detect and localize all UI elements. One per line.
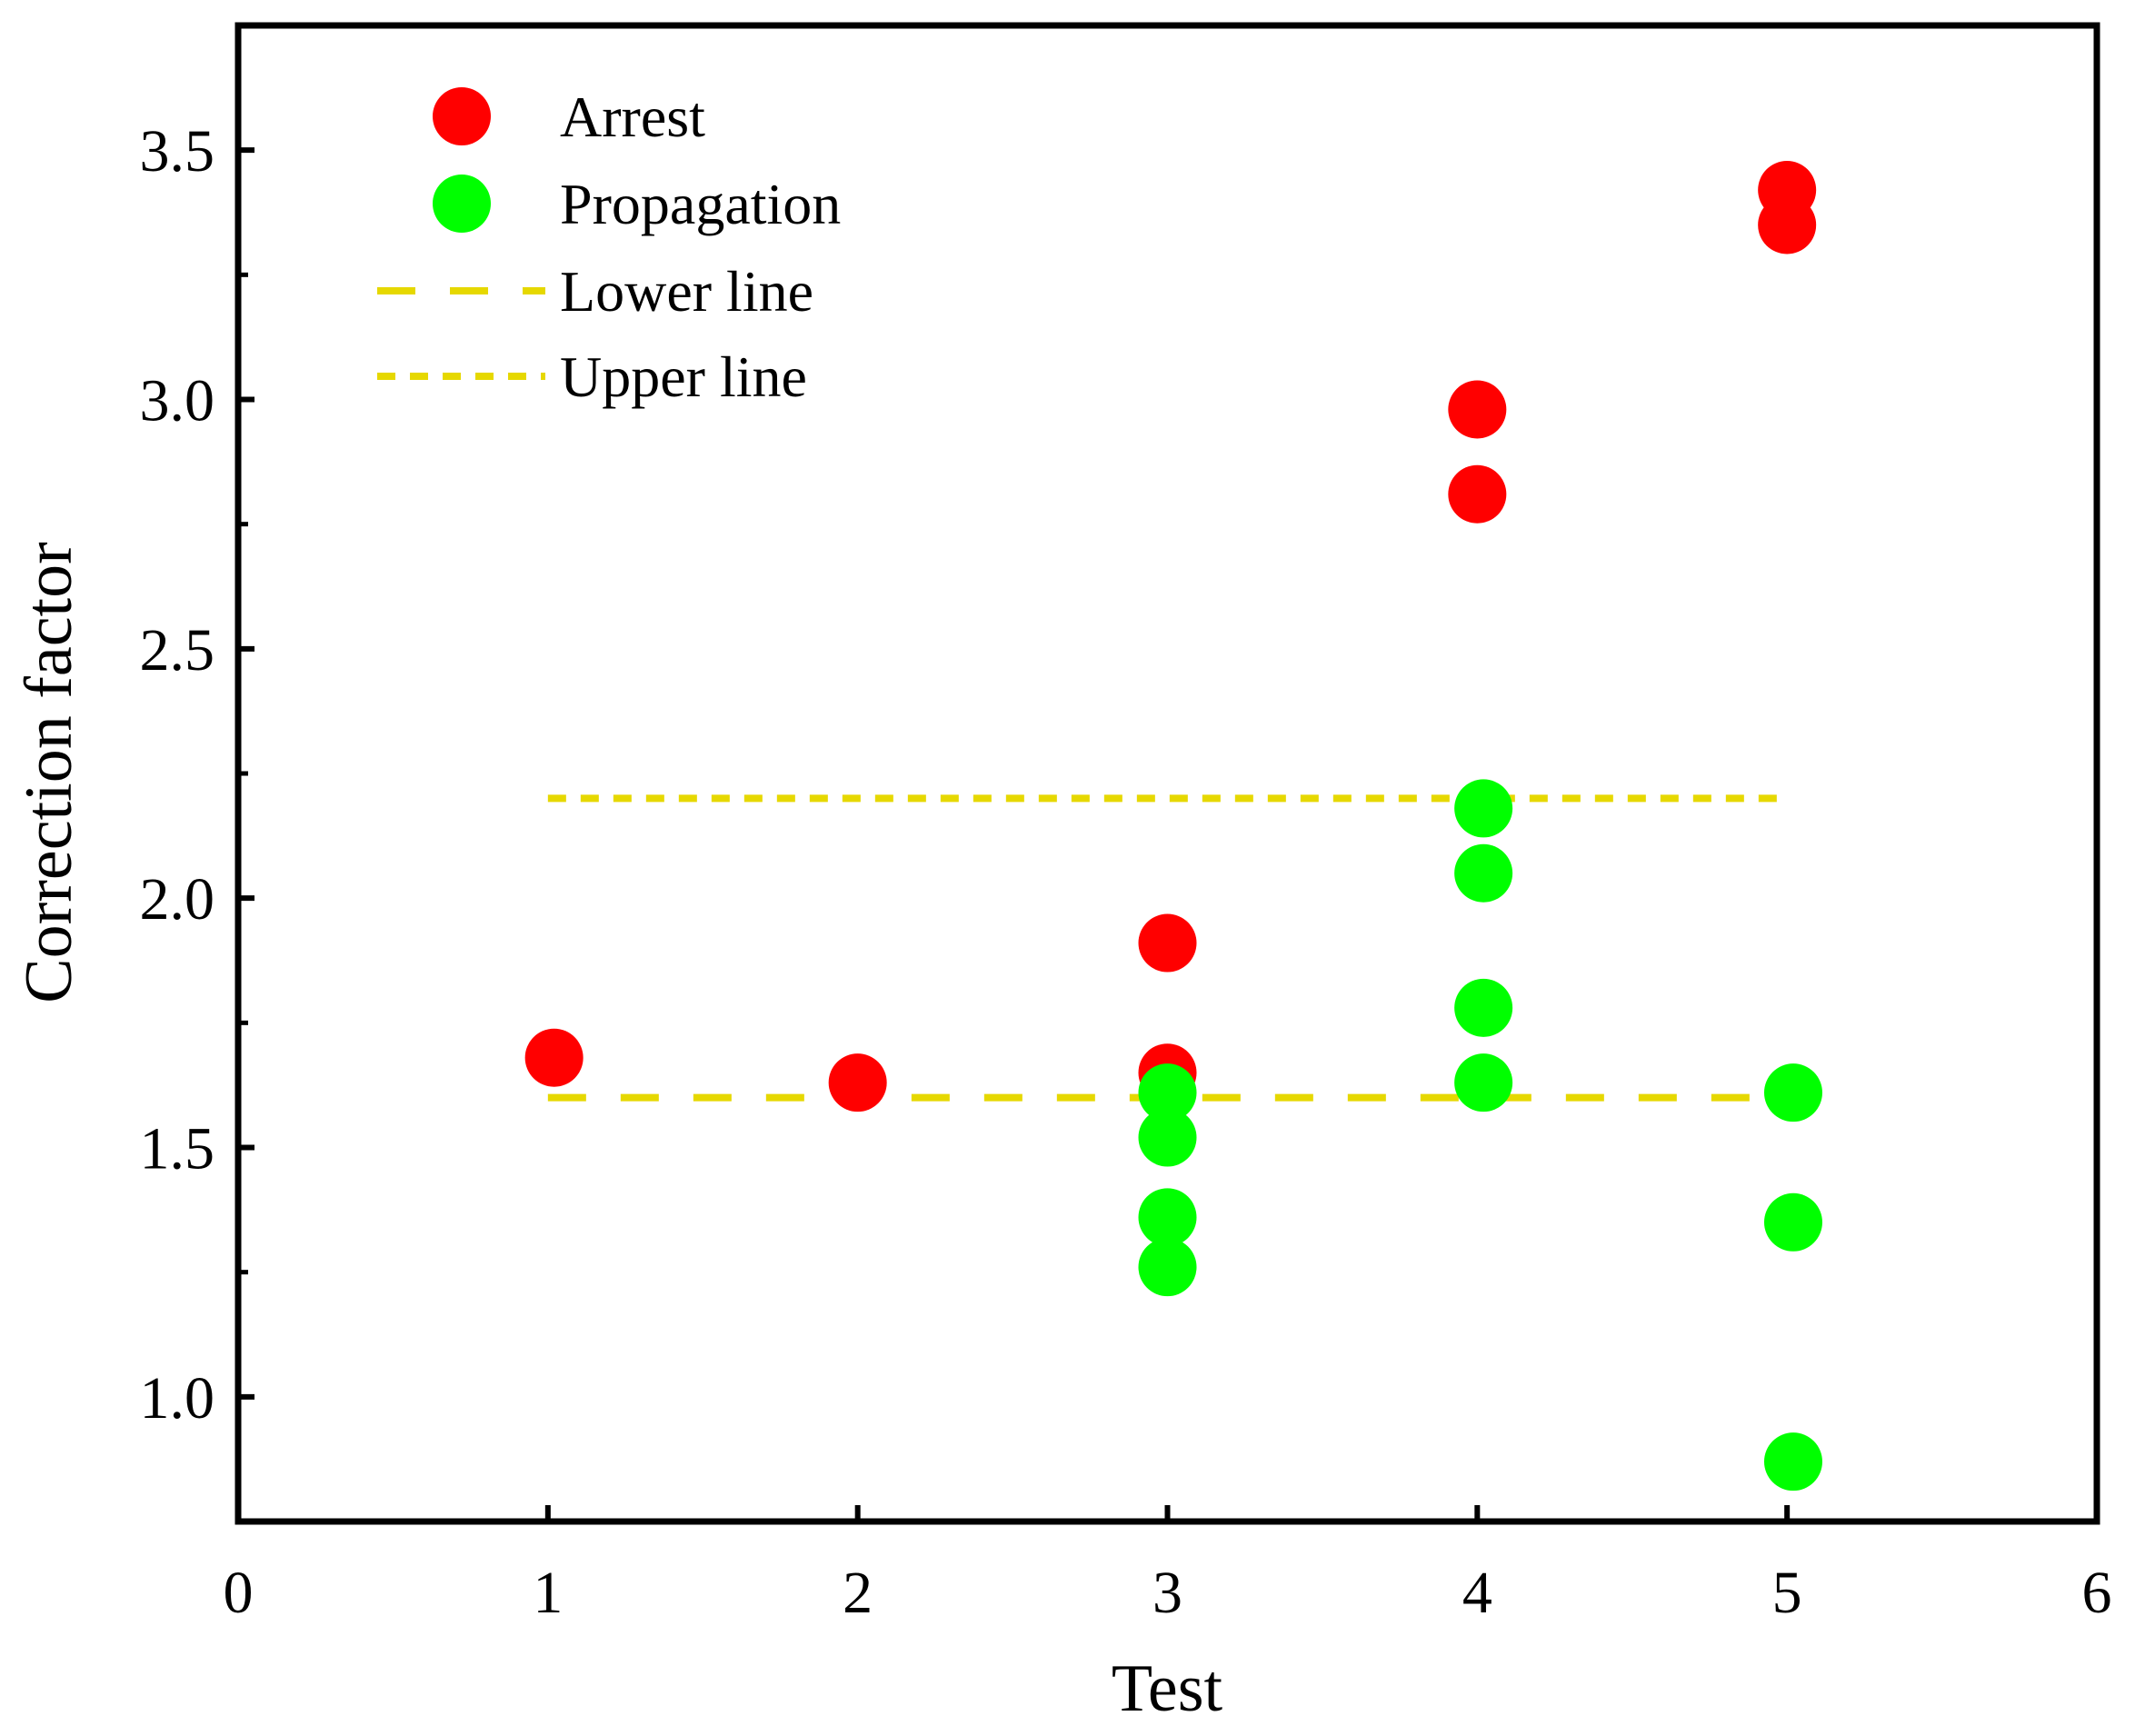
x-tick-label: 6 <box>2082 1560 2112 1626</box>
point-arrest-3 <box>1138 913 1197 973</box>
x-tick-label: 5 <box>1772 1560 1802 1626</box>
plot-frame <box>234 22 2100 1525</box>
legend-marker-propagation <box>433 175 491 233</box>
point-arrest-5 <box>1448 380 1507 439</box>
point-propagation-4 <box>1138 1238 1197 1297</box>
x-tick-label: 1 <box>533 1560 563 1626</box>
legend-label-propagation: Propagation <box>560 172 841 236</box>
point-arrest-8 <box>1758 195 1817 254</box>
point-propagation-7 <box>1454 978 1513 1037</box>
point-arrest-6 <box>1448 464 1507 524</box>
x-tick-label: 0 <box>224 1560 254 1626</box>
y-tick-label: 2.5 <box>140 617 215 683</box>
point-propagation-11 <box>1763 1432 1822 1492</box>
point-propagation-6 <box>1454 843 1513 903</box>
legend-label-lower-line: Lower line <box>560 259 813 324</box>
point-propagation-1 <box>1138 1063 1197 1122</box>
point-arrest-2 <box>828 1053 887 1112</box>
y-tick-label: 3.5 <box>140 118 215 185</box>
point-propagation-3 <box>1138 1188 1197 1247</box>
x-axis-title: Test <box>1112 1651 1223 1726</box>
point-propagation-9 <box>1763 1063 1822 1122</box>
legend-label-arrest: Arrest <box>560 85 705 149</box>
legend-label-upper-line: Upper line <box>560 344 807 409</box>
y-tick-label: 1.0 <box>140 1365 215 1432</box>
point-propagation-2 <box>1138 1108 1197 1167</box>
y-tick-label: 3.0 <box>140 368 215 434</box>
point-propagation-10 <box>1763 1192 1822 1252</box>
x-tick-label: 3 <box>1152 1560 1182 1626</box>
x-tick-label: 2 <box>843 1560 873 1626</box>
x-tick-label: 4 <box>1462 1560 1492 1626</box>
legend: Arrest Propagation Lower line Upper line <box>377 85 841 409</box>
y-axis-title: Correction factor <box>12 542 86 1003</box>
y-tick-label: 1.5 <box>140 1116 215 1182</box>
point-arrest-1 <box>524 1028 584 1087</box>
y-tick-label: 2.0 <box>140 866 215 933</box>
legend-marker-arrest <box>433 87 491 145</box>
point-propagation-8 <box>1454 1053 1513 1112</box>
point-propagation-5 <box>1454 779 1513 838</box>
